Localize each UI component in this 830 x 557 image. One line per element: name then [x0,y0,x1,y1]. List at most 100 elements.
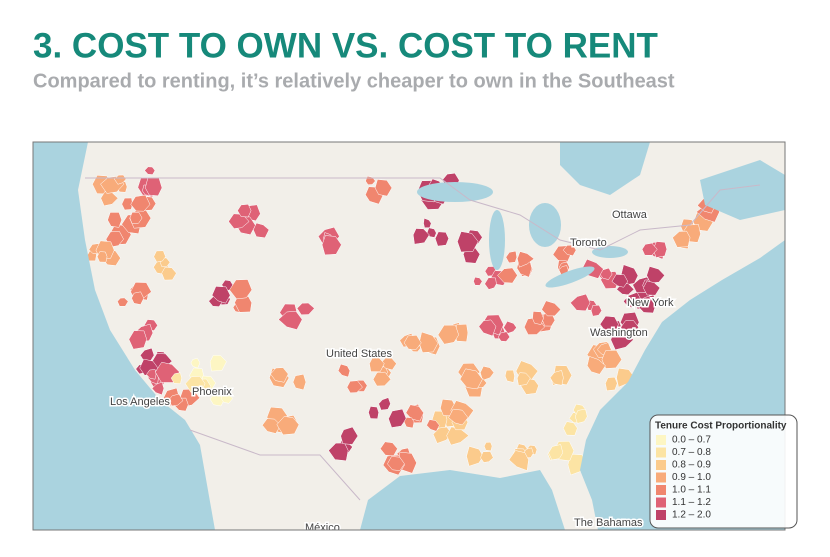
region [466,445,484,467]
region [549,370,564,386]
region [161,267,177,281]
region [541,300,562,317]
region [611,274,629,288]
region [270,367,289,383]
region [483,441,493,452]
legend-label: 0.7 – 0.8 [672,447,711,458]
region [623,291,643,309]
region [144,166,156,175]
legend-swatch [656,485,666,495]
region [209,393,226,407]
region [478,319,497,337]
region [620,320,639,337]
region [570,293,591,312]
region [508,450,529,471]
region [497,267,518,284]
region [340,426,359,445]
legend-label: 0.0 – 0.7 [672,435,711,446]
map-label: Phoenix [192,386,232,398]
region [167,393,184,407]
legend-swatch [656,510,666,520]
region [130,194,151,212]
map-label: Los Angeles [110,396,170,408]
region [378,397,391,411]
map-label: The Bahamas [574,517,643,529]
region [229,279,253,300]
region [276,416,300,436]
region [532,311,544,325]
map-label: Washington [590,327,648,339]
legend-label: 1.1 – 1.2 [672,497,711,508]
region [480,451,494,463]
title: 3. COST TO OWN VS. COST TO RENT [33,26,658,65]
region [131,291,145,305]
region [457,231,479,253]
map-label: United States [326,348,393,360]
region [601,350,622,369]
region [117,297,129,307]
region [590,305,602,317]
legend-swatch [656,447,666,458]
map: Ottawa Toronto New York Washington United St… [33,142,785,530]
map-label: New York [627,297,674,309]
region [107,212,122,228]
region [503,320,517,334]
region [646,266,665,284]
region [599,315,619,333]
region [261,418,282,434]
region [146,369,157,380]
region [96,251,108,263]
region [563,421,578,436]
region [586,356,606,375]
region [296,302,315,316]
region [434,231,449,247]
legend-swatch [656,472,666,483]
region [504,369,515,383]
region [190,358,201,369]
region [387,456,405,471]
legend: Tenure Cost Proportionality 0.0 – 0.70.7… [649,414,798,529]
region [423,217,432,229]
region [412,228,430,245]
region [128,330,147,350]
region [153,250,166,263]
region [497,331,511,342]
region [368,406,379,420]
region [388,408,407,428]
region [211,286,231,304]
map-label: Ottawa [612,209,648,221]
legend-label: 1.0 – 1.1 [672,485,711,496]
map-labels: Ottawa Toronto New York Washington United St… [109,207,676,530]
legend-label: 0.9 – 1.0 [672,472,711,483]
legend-label: 1.2 – 2.0 [672,510,711,521]
legend-title: Tenure Cost Proportionality [655,421,787,432]
region [437,324,459,345]
region [372,371,392,387]
region [641,242,658,256]
region [562,244,577,256]
region [403,417,415,429]
region [480,365,495,381]
region [129,211,143,224]
region [337,363,351,378]
region [121,197,133,211]
legend-box [649,414,798,529]
legend-swatch [656,460,666,470]
legend-label: 0.8 – 0.9 [672,460,711,471]
region [405,404,424,422]
region [369,357,385,372]
region [220,393,234,404]
region [516,372,531,386]
region [459,368,483,390]
region [151,381,165,396]
region [278,310,303,330]
legend-swatch [656,435,666,445]
region [574,408,588,424]
region [292,373,307,391]
region [374,179,393,197]
region [321,235,342,256]
region [605,376,618,391]
borders [85,177,761,501]
